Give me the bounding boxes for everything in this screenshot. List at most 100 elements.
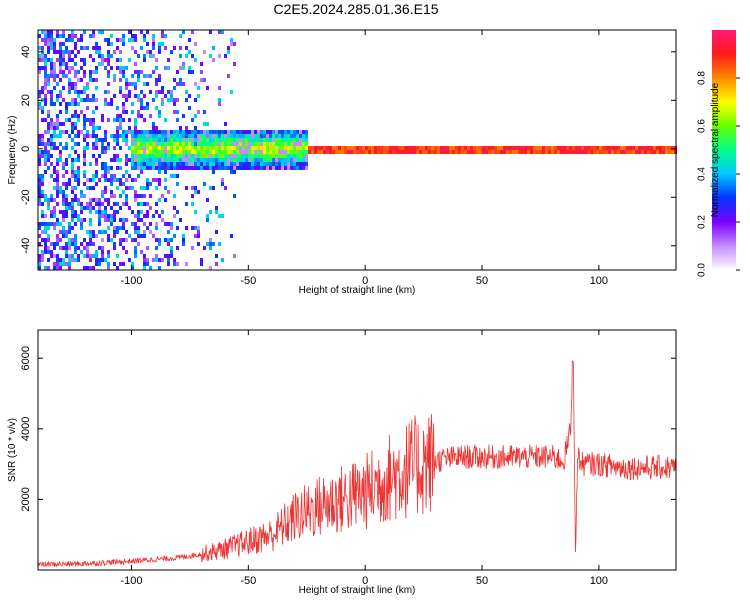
heatmap-cell: [143, 58, 146, 62]
heatmap-cell: [182, 114, 185, 118]
heatmap-cell: [149, 158, 152, 162]
heatmap-cell: [68, 70, 71, 74]
heatmap-cell: [152, 34, 155, 38]
heatmap-cell: [197, 110, 200, 114]
heatmap-cell: [185, 202, 188, 206]
heatmap-cell: [65, 210, 68, 214]
heatmap-cell: [59, 94, 62, 98]
heatmap-cell: [113, 158, 116, 162]
heatmap-cell: [86, 86, 89, 90]
heatmap-cell: [242, 162, 245, 166]
heatmap-cell: [173, 98, 176, 102]
heatmap-cell: [608, 150, 611, 154]
heatmap-cell: [260, 150, 263, 154]
heatmap-cell: [251, 162, 254, 166]
heatmap-cell: [248, 158, 251, 162]
heatmap-cell: [74, 110, 77, 114]
heatmap-cell: [92, 126, 95, 130]
heatmap-cell: [182, 242, 185, 246]
heatmap-cell: [86, 134, 89, 138]
heatmap-cell: [302, 162, 305, 166]
heatmap-cell: [248, 134, 251, 138]
heatmap-cell: [140, 150, 143, 154]
heatmap-cell: [284, 138, 287, 142]
heatmap-cell: [125, 110, 128, 114]
heatmap-cell: [101, 62, 104, 66]
heatmap-cell: [119, 78, 122, 82]
heatmap-cell: [83, 118, 86, 122]
heatmap-cell: [146, 166, 149, 170]
heatmap-cell: [293, 134, 296, 138]
heatmap-cell: [152, 178, 155, 182]
heatmap-cell: [77, 246, 80, 250]
heatmap-cell: [134, 226, 137, 230]
heatmap-cell: [263, 146, 266, 150]
heatmap-cell: [59, 90, 62, 94]
snr-y-axis-label: SNR (10 * v/v): [7, 418, 18, 482]
heatmap-cell: [503, 146, 506, 150]
heatmap-cell: [218, 138, 221, 142]
heatmap-cell: [305, 134, 308, 138]
heatmap-cell: [176, 182, 179, 186]
heatmap-cell: [62, 226, 65, 230]
heatmap-cell: [146, 102, 149, 106]
heatmap-cell: [572, 146, 575, 150]
heatmap-cell: [53, 170, 56, 174]
snr-frame: [37, 329, 677, 571]
heatmap-cell: [41, 110, 44, 114]
heatmap-cell: [125, 198, 128, 202]
spectrogram-x-axis-label: Height of straight line (km): [299, 285, 416, 296]
heatmap-cell: [239, 162, 242, 166]
heatmap-cell: [83, 194, 86, 198]
heatmap-cell: [176, 174, 179, 178]
heatmap-cell: [533, 146, 536, 150]
heatmap-cell: [59, 186, 62, 190]
heatmap-cell: [65, 250, 68, 254]
heatmap-cell: [98, 258, 101, 262]
heatmap-cell: [287, 162, 290, 166]
heatmap-cell: [134, 178, 137, 182]
heatmap-cell: [278, 146, 281, 150]
heatmap-cell: [302, 142, 305, 146]
heatmap-cell: [107, 214, 110, 218]
heatmap-cell: [47, 74, 50, 78]
heatmap-cell: [248, 166, 251, 170]
heatmap-cell: [206, 158, 209, 162]
heatmap-cell: [50, 38, 53, 42]
heatmap-cell: [227, 150, 230, 154]
heatmap-cell: [173, 78, 176, 82]
heatmap-cell: [173, 166, 176, 170]
heatmap-cell: [86, 46, 89, 50]
heatmap-cell: [182, 62, 185, 66]
heatmap-cell: [392, 146, 395, 150]
heatmap-cell: [185, 262, 188, 266]
heatmap-cell: [248, 130, 251, 134]
heatmap-cell: [641, 146, 644, 150]
heatmap-cell: [74, 234, 77, 238]
heatmap-cell: [170, 254, 173, 258]
heatmap-cell: [71, 126, 74, 130]
heatmap-cell: [104, 66, 107, 70]
heatmap-cell: [155, 82, 158, 86]
heatmap-cell: [128, 94, 131, 98]
heatmap-cell: [398, 150, 401, 154]
heatmap-cell: [128, 118, 131, 122]
heatmap-cell: [410, 146, 413, 150]
heatmap-cell: [254, 154, 257, 158]
heatmap-cell: [155, 222, 158, 226]
heatmap-cell: [50, 62, 53, 66]
heatmap-cell: [167, 154, 170, 158]
heatmap-cell: [59, 190, 62, 194]
heatmap-cell: [155, 106, 158, 110]
heatmap-cell: [173, 150, 176, 154]
heatmap-cell: [98, 210, 101, 214]
heatmap-cell: [137, 130, 140, 134]
heatmap-cell: [50, 126, 53, 130]
heatmap-cell: [134, 70, 137, 74]
heatmap-cell: [380, 150, 383, 154]
heatmap-cell: [38, 186, 41, 190]
heatmap-cell: [149, 142, 152, 146]
heatmap-cell: [80, 190, 83, 194]
heatmap-cell: [131, 142, 134, 146]
heatmap-cell: [272, 134, 275, 138]
